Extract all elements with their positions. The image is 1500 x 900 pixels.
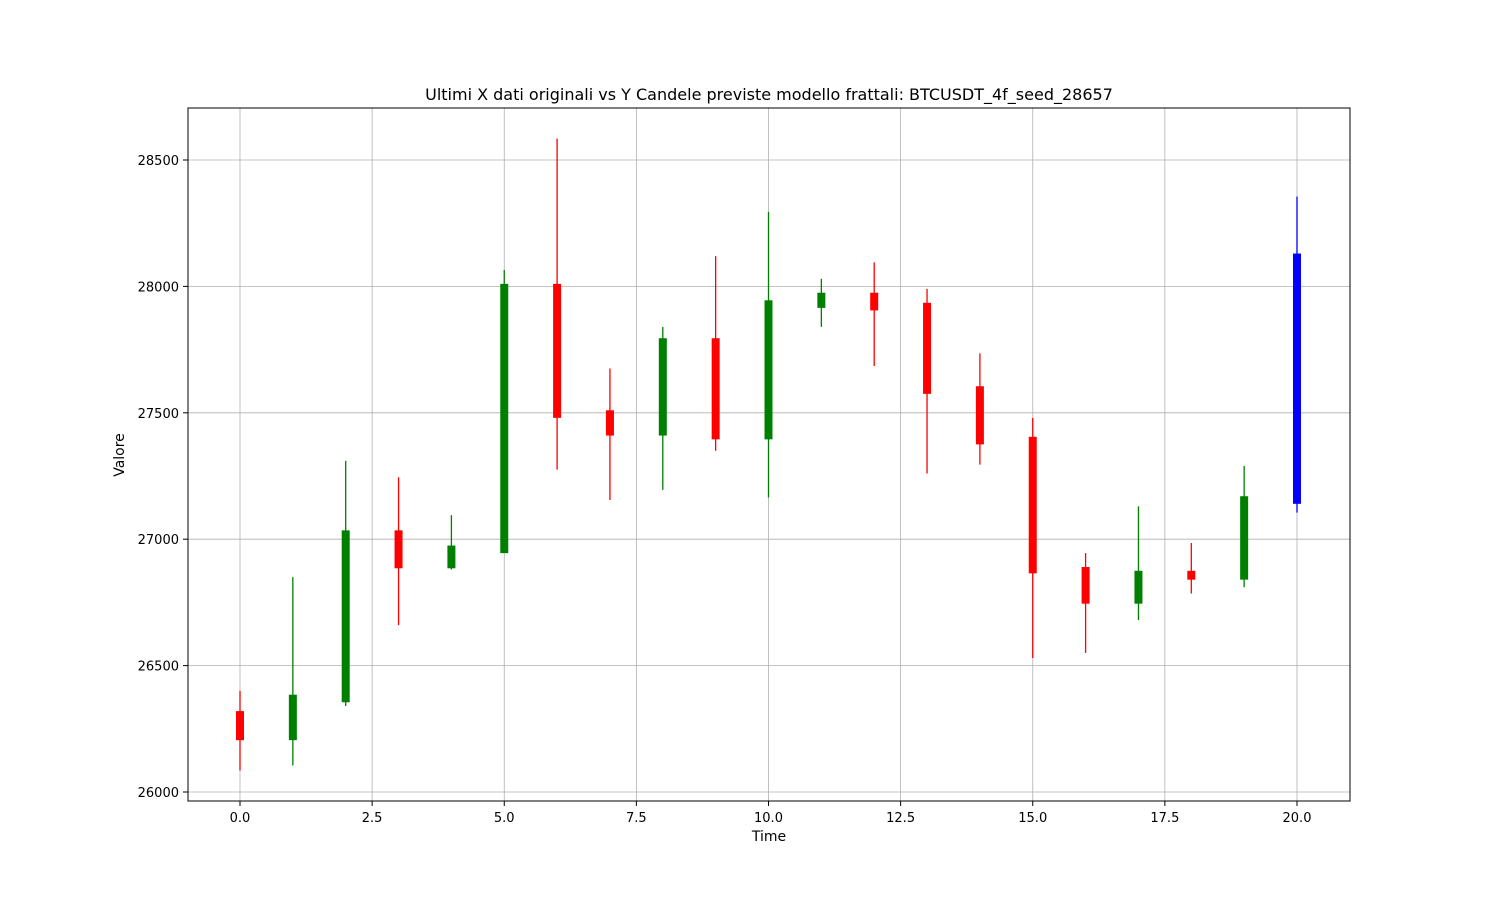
candle: [447, 515, 456, 570]
y-tick-label: 26500: [138, 660, 179, 675]
x-tick-label: 10.0: [754, 811, 783, 826]
candle: [1028, 417, 1037, 659]
candle-body: [341, 530, 350, 703]
candle: [711, 256, 720, 451]
x-tick-label: 5.0: [494, 811, 515, 826]
candle: [288, 577, 297, 766]
candle: [1081, 553, 1090, 653]
candle-body: [658, 338, 667, 436]
y-tick-label: 27500: [138, 407, 179, 422]
candle: [1293, 196, 1301, 513]
x-tick-label: 7.5: [626, 811, 647, 826]
candle: [923, 288, 932, 474]
candle: [870, 262, 879, 367]
x-tick-label: 2.5: [362, 811, 383, 826]
x-tick-label: 0.0: [230, 811, 251, 826]
candle-body: [447, 545, 456, 569]
x-axis-ticks: 0.0 2.5 5.0 7.5 10.0 12.5 15.0 17.5 20.0: [230, 801, 1312, 826]
candle: [658, 326, 667, 490]
x-axis-label: Time: [751, 829, 786, 845]
candle: [605, 368, 614, 501]
candle-body: [1081, 567, 1090, 604]
y-tick-label: 26000: [138, 786, 179, 801]
y-tick-label: 28000: [138, 280, 179, 295]
x-tick-label: 17.5: [1150, 811, 1179, 826]
candle-body: [1240, 496, 1249, 580]
y-tick-label: 28500: [138, 154, 179, 169]
candle-body: [1187, 570, 1196, 580]
candle-body: [236, 711, 244, 741]
x-tick-label: 20.0: [1283, 811, 1312, 826]
candle: [341, 460, 350, 707]
candle-body: [1028, 436, 1037, 574]
candle: [1187, 542, 1196, 594]
candle-body: [764, 300, 773, 440]
y-axis-ticks: 26000 26500 27000 27500 28000 28500: [138, 154, 188, 801]
candle: [500, 269, 509, 554]
candle-body: [975, 386, 984, 445]
candle-body: [1293, 253, 1301, 504]
candles-layer: [236, 138, 1301, 771]
candle-body: [500, 283, 509, 554]
candle: [1240, 465, 1249, 588]
candle: [817, 278, 826, 327]
candle: [394, 477, 403, 626]
candle-body: [870, 292, 879, 311]
candle: [764, 211, 773, 498]
y-axis-label: Valore: [112, 433, 128, 477]
chart-title: Ultimi X dati originali vs Y Candele pre…: [425, 85, 1113, 105]
y-tick-label: 27000: [138, 533, 179, 548]
candle: [236, 690, 244, 771]
candle-body: [1134, 570, 1143, 604]
candle-body: [605, 410, 614, 436]
candle: [975, 353, 984, 465]
x-tick-label: 12.5: [886, 811, 915, 826]
candle: [1134, 506, 1143, 621]
candle: [553, 138, 562, 470]
candle-body: [817, 292, 826, 308]
x-tick-label: 15.0: [1018, 811, 1047, 826]
candle-body: [923, 302, 932, 394]
candle-body: [394, 530, 403, 569]
candle-body: [553, 283, 562, 418]
candle-body: [711, 338, 720, 440]
candle-body: [288, 694, 297, 741]
